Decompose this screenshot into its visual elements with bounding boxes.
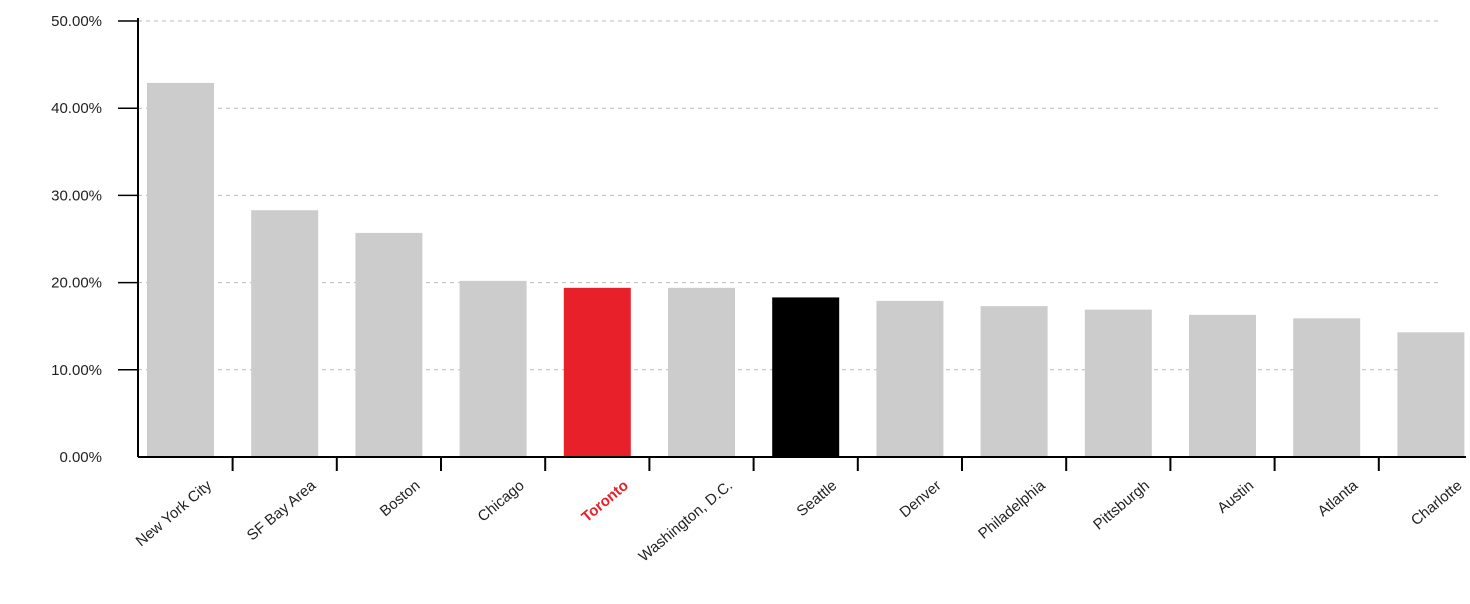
bar — [355, 232, 423, 457]
bar — [1293, 318, 1361, 457]
y-tick-labels: 0.00% 10.00% 20.00% 30.00% 40.00% 50.00% — [51, 13, 102, 466]
y-tick-label: 40.00% — [51, 100, 102, 117]
x-category-label: Chicago — [475, 477, 528, 525]
x-category-label: Pittsburgh — [1090, 477, 1153, 533]
x-category-labels: New York City SF Bay Area Boston Chicago Tor… — [133, 477, 1466, 566]
bar — [772, 297, 840, 457]
x-category-label: Boston — [377, 477, 424, 520]
bars — [147, 82, 1465, 458]
bar — [1189, 314, 1256, 457]
x-category-label: Charlotte — [1408, 477, 1466, 529]
bar — [1397, 332, 1465, 457]
bar — [668, 287, 735, 457]
bar — [980, 306, 1048, 457]
x-category-label: Washington, D.C. — [636, 477, 737, 565]
x-category-label: Seattle — [794, 477, 841, 520]
y-tick-label: 10.00% — [51, 362, 102, 379]
bar — [147, 82, 214, 458]
x-category-label: Denver — [896, 477, 944, 521]
bar — [563, 287, 631, 457]
bar — [1084, 309, 1152, 457]
x-category-label: Atlanta — [1315, 477, 1362, 520]
y-tick-label: 50.00% — [51, 13, 102, 30]
bar — [876, 300, 944, 457]
x-category-label: Toronto — [578, 477, 631, 526]
axes — [118, 18, 1466, 471]
bar — [459, 280, 527, 457]
x-category-label: New York City — [133, 477, 216, 550]
x-category-label: Austin — [1214, 477, 1257, 517]
x-category-label: SF Bay Area — [244, 477, 320, 545]
y-tick-label: 20.00% — [51, 275, 102, 292]
y-tick-label: 30.00% — [51, 187, 102, 204]
bar — [251, 210, 319, 457]
x-category-label: Philadelphia — [975, 477, 1049, 543]
y-tick-label: 0.00% — [59, 449, 102, 466]
